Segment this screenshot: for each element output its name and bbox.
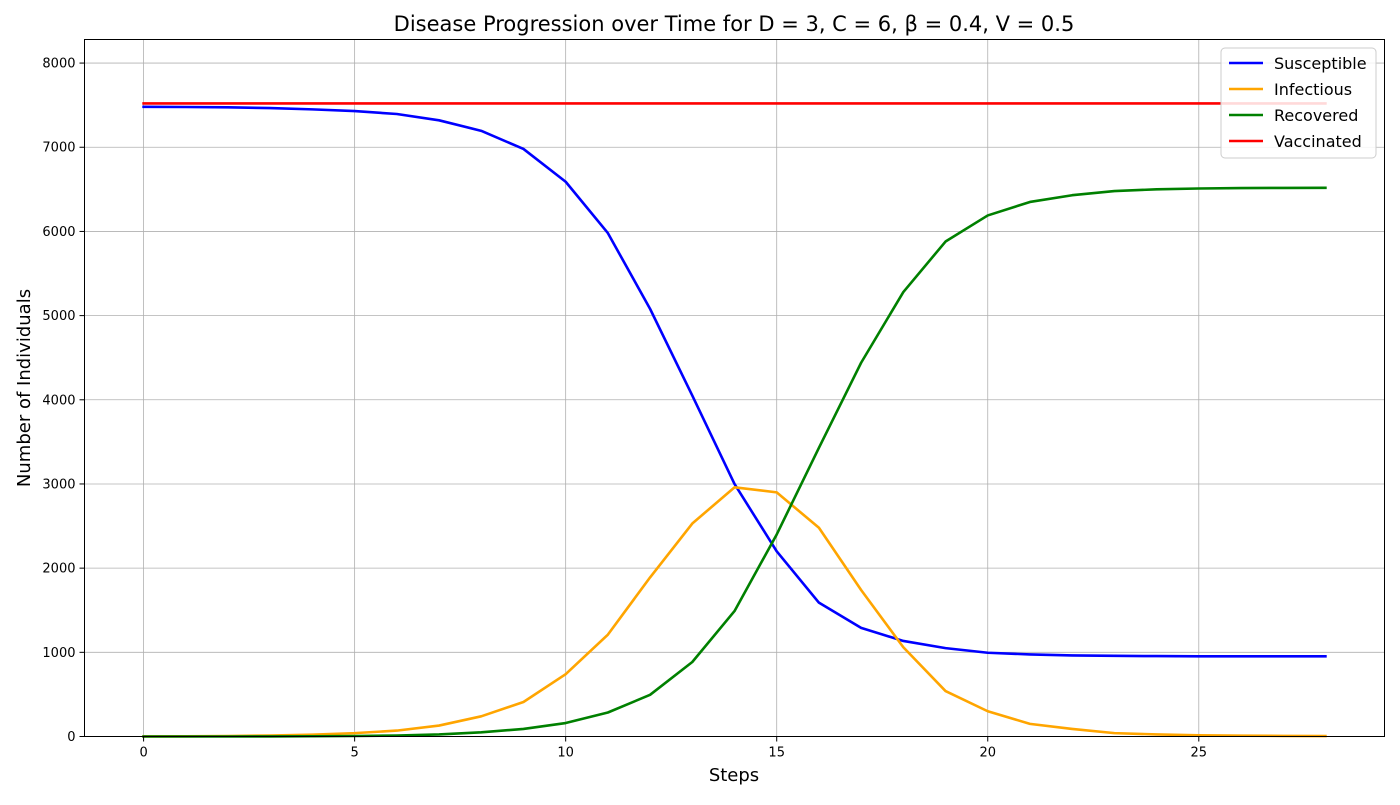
chart-title: Disease Progression over Time for D = 3,…	[394, 12, 1075, 36]
x-tick-label: 10	[557, 746, 574, 761]
legend-box	[1220, 47, 1377, 159]
legend-label-recovered: Recovered	[1274, 106, 1358, 125]
series-line-susceptible	[142, 105, 1327, 658]
legend-label-susceptible: Susceptible	[1274, 54, 1367, 73]
y-tick-label: 0	[67, 730, 75, 745]
legend: Susceptible Infectious Recovered Vaccinated	[1220, 47, 1377, 159]
x-tick-label: 5	[350, 746, 358, 761]
x-tick-label: 20	[979, 746, 996, 761]
series-lines	[142, 102, 1327, 738]
y-tick-label: 4000	[42, 393, 75, 408]
y-tick-label: 3000	[42, 477, 75, 492]
series-line-infectious	[142, 486, 1327, 738]
x-axis-label: Steps	[709, 765, 759, 786]
plot-area-frame	[84, 39, 1385, 737]
x-tick-label: 25	[1191, 746, 1208, 761]
y-axis-label: Number of Individuals	[14, 289, 35, 487]
y-tick-label: 1000	[42, 646, 75, 661]
axis-ticks: 0 5 10 15 20 25 0 1000 2000 3000 4000 5000 6000 7000 8…	[42, 57, 1207, 761]
legend-label-infectious: Infectious	[1274, 80, 1352, 99]
x-tick-label: 0	[139, 746, 147, 761]
series-line-recovered	[142, 186, 1327, 738]
y-tick-label: 7000	[42, 141, 75, 156]
legend-label-vaccinated: Vaccinated	[1274, 132, 1362, 151]
grid	[84, 39, 1385, 737]
y-tick-label: 2000	[42, 562, 75, 577]
y-tick-label: 8000	[42, 57, 75, 72]
y-tick-label: 5000	[42, 309, 75, 324]
y-tick-label: 6000	[42, 225, 75, 240]
x-tick-label: 15	[768, 746, 785, 761]
